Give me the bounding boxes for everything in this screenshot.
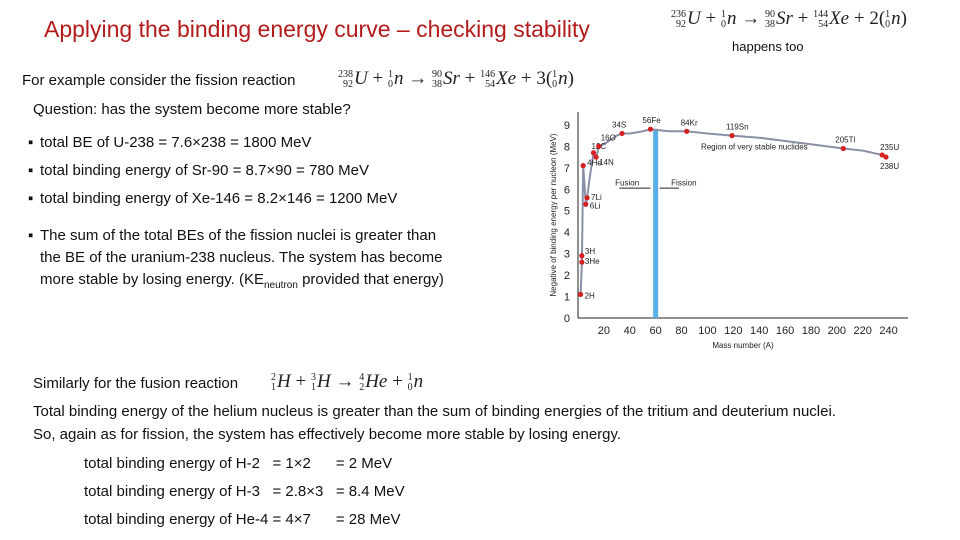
fusion-line-he4: total binding energy of He-4 = 4×7 = 28 … <box>84 511 401 528</box>
y-tick-label: 5 <box>564 206 570 218</box>
y-tick-label: 0 <box>564 313 570 325</box>
point-label: 119Sn <box>726 123 749 132</box>
x-tick-label: 20 <box>598 325 610 337</box>
data-point <box>647 126 654 132</box>
data-point <box>596 143 602 149</box>
point-label: 84Kr <box>681 118 698 127</box>
point-label: 16O <box>601 133 616 142</box>
data-point <box>583 201 589 207</box>
x-tick-label: 160 <box>776 325 794 337</box>
x-tick-label: 80 <box>675 325 687 337</box>
x-tick-label: 220 <box>854 325 872 337</box>
y-tick-label: 4 <box>564 227 570 239</box>
point-label: 34S <box>612 120 626 129</box>
data-point <box>840 145 846 152</box>
data-point <box>579 259 585 265</box>
data-point <box>684 128 690 134</box>
happens-too-note: happens too <box>732 39 804 54</box>
example-label: For example consider the fission reactio… <box>22 72 296 89</box>
data-point <box>579 253 585 259</box>
iron-peak-band <box>653 129 659 318</box>
y-tick-label: 2 <box>564 270 570 282</box>
bullet-sr90: ▪ total binding energy of Sr-90 = 8.7×90 … <box>28 162 369 179</box>
point-label: 205Tl <box>835 135 855 144</box>
annotation-fusion: Fusion <box>615 178 639 187</box>
y-tick-label: 7 <box>564 163 570 175</box>
point-label: 3He <box>585 257 600 266</box>
data-point <box>590 150 597 156</box>
binding-energy-curve <box>579 128 887 295</box>
x-tick-label: 120 <box>724 325 742 337</box>
x-tick-label: 240 <box>879 325 897 337</box>
point-label: 238U <box>880 162 899 171</box>
point-label: 3H <box>585 247 595 256</box>
data-point <box>729 133 735 139</box>
data-point <box>580 163 586 169</box>
binding-energy-chart: 0 1 2 3 4 5 6 7 8 9 20 40 60 80 100 120 140 160 180 200 220 2… <box>549 112 908 350</box>
data-point <box>577 291 584 297</box>
fusion-line-h2: total binding energy of H-2 = 1×2 = 2 Me… <box>84 455 393 472</box>
annotation-stable-region: Region of very stable nuclides <box>701 143 808 152</box>
question-text: Question: has the system become more sta… <box>33 101 351 118</box>
x-tick-label: 140 <box>750 325 768 337</box>
x-axis-label: Mass number (A) <box>712 341 774 350</box>
y-tick-label: 9 <box>564 120 570 132</box>
data-point <box>593 154 599 160</box>
x-tick-label: 60 <box>650 325 662 337</box>
bullet-summary: ▪ The sum of the total BEs of the fission… <box>28 227 444 291</box>
annotation-fission: Fission <box>671 178 696 187</box>
bullet-u238: ▪ total BE of U-238 = 7.6×238 = 1800 MeV <box>28 134 312 151</box>
point-label: 2H <box>585 291 595 300</box>
x-tick-label: 180 <box>802 325 820 337</box>
point-label: 235U <box>880 143 899 152</box>
y-axis-label: Negative of binding energy per nucleon (… <box>549 133 558 297</box>
point-label: 56Fe <box>642 116 661 125</box>
data-point <box>879 152 885 158</box>
fusion-text-2: So, again as for fission, the system has… <box>33 426 622 443</box>
y-tick-label: 8 <box>564 141 570 153</box>
y-tick-label: 3 <box>564 249 570 261</box>
x-tick-label: 100 <box>698 325 716 337</box>
data-point <box>584 195 590 201</box>
y-tick-label: 1 <box>564 292 570 304</box>
point-label: 7Li <box>591 193 602 202</box>
data-point <box>619 130 625 137</box>
fusion-label: Similarly for the fusion reaction <box>33 375 239 392</box>
fusion-text-1: Total binding energy of the helium nucle… <box>33 403 836 420</box>
point-label: 4He <box>587 159 602 168</box>
fusion-line-h3: total binding energy of H-3 = 2.8×3 = 8.… <box>84 483 405 500</box>
point-label: 6Li <box>590 201 601 210</box>
x-tick-label: 40 <box>624 325 636 337</box>
y-tick-label: 6 <box>564 184 570 196</box>
bullet-xe146: ▪ total binding energy of Xe-146 = 8.2×14… <box>28 190 398 207</box>
slide-title: Applying the binding energy curve – chec… <box>44 16 590 42</box>
data-point <box>883 154 889 160</box>
point-label: 14N <box>599 158 614 167</box>
x-tick-label: 200 <box>828 325 846 337</box>
